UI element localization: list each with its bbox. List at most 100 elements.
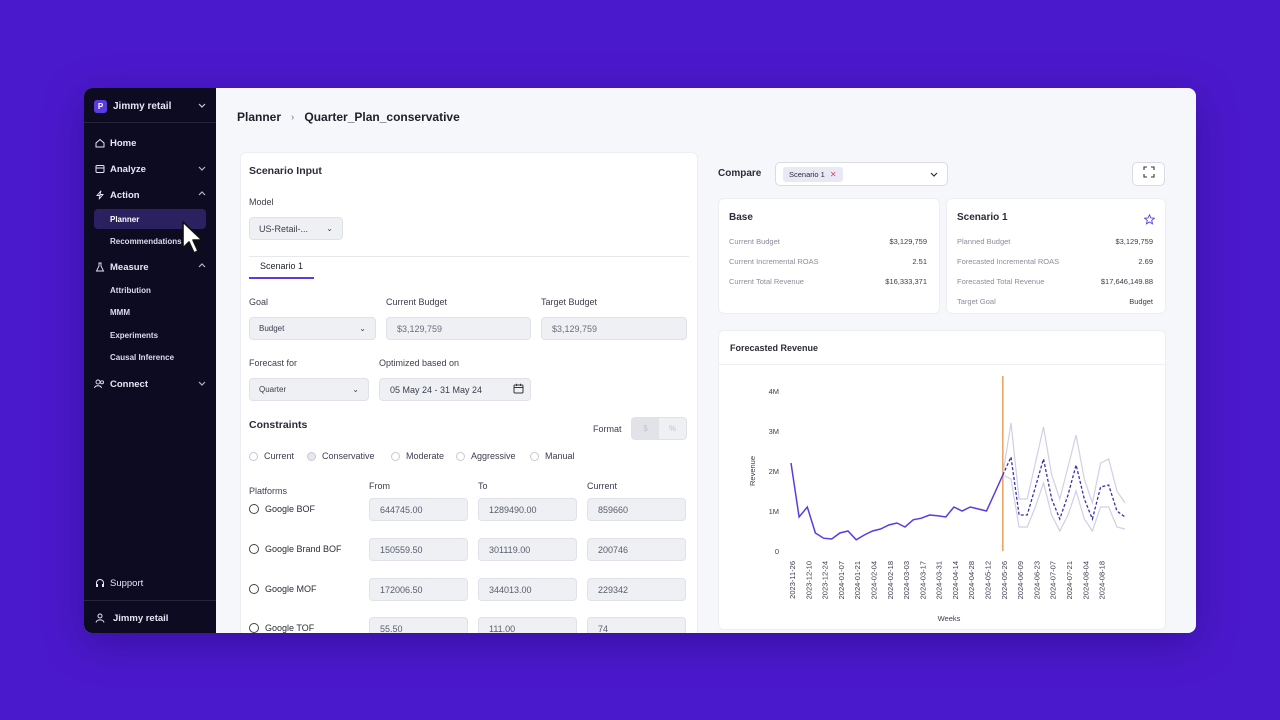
sidebar-subitem-causal-inference[interactable]: Causal Inference <box>110 352 175 362</box>
model-select[interactable]: US-Retail-... ⌄ <box>249 217 343 240</box>
from-field[interactable]: 55.50 <box>369 617 468 633</box>
sidebar-subitem-planner[interactable]: Planner <box>94 209 206 229</box>
tab-scenario-1[interactable]: Scenario 1 <box>249 255 314 279</box>
from-field[interactable]: 172006.50 <box>369 578 468 601</box>
platform-row-google-bof[interactable]: Google BOF <box>249 504 315 514</box>
target-budget-field[interactable]: $3,129,759 <box>541 317 687 340</box>
sidebar-item-analyze[interactable]: Analyze <box>94 160 206 178</box>
to-field[interactable]: 111.00 <box>478 617 577 633</box>
current-field[interactable]: 200746 <box>587 538 686 561</box>
platform-row-google-tof[interactable]: Google TOF <box>249 623 314 633</box>
date-range-picker[interactable]: 05 May 24 - 31 May 24 <box>379 378 531 401</box>
sidebar-item-label: Measure <box>110 261 149 273</box>
chevron-down-icon: ⌄ <box>359 324 366 333</box>
to-field[interactable]: 1289490.00 <box>478 498 577 521</box>
current-field[interactable]: 74 <box>587 617 686 633</box>
sidebar-item-label: Connect <box>110 378 148 390</box>
format-label: Format <box>593 424 622 434</box>
base-title: Base <box>729 212 753 223</box>
stat-label: Current Incremental ROAS <box>729 257 819 266</box>
x-tick-label: 2024-02-18 <box>886 561 895 599</box>
x-tick-label: 2024-04-28 <box>967 561 976 599</box>
goal-select[interactable]: Budget ⌄ <box>249 317 376 340</box>
star-icon[interactable] <box>1143 212 1156 230</box>
format-toggle[interactable]: $ % <box>631 417 687 440</box>
from-field[interactable]: 150559.50 <box>369 538 468 561</box>
radio-icon <box>249 451 258 461</box>
constraint-option-manual[interactable]: Manual <box>530 451 575 461</box>
platform-row-google-mof[interactable]: Google MOF <box>249 584 317 594</box>
forecast-select[interactable]: Quarter ⌄ <box>249 378 369 401</box>
x-tick-label: 2024-01-21 <box>853 561 862 599</box>
expand-button[interactable] <box>1132 162 1165 186</box>
sidebar-divider <box>84 122 216 123</box>
goal-label: Goal <box>249 297 269 307</box>
users-icon <box>94 379 105 390</box>
optimized-label: Optimized based on <box>379 358 460 368</box>
page-title: Quarter_Plan_conservative <box>304 110 460 124</box>
forecast-upper-bound-line <box>1002 422 1126 506</box>
user-menu[interactable]: Jimmy retail <box>94 609 206 627</box>
x-tick-label: 2023-11-26 <box>788 561 797 599</box>
y-tick-label: 3M <box>769 427 779 436</box>
remove-chip-icon[interactable]: ✕ <box>829 169 837 179</box>
platform-name: Google MOF <box>265 584 317 594</box>
platform-row-google-brand-bof[interactable]: Google Brand BOF <box>249 544 342 554</box>
sidebar-subitem-experiments[interactable]: Experiments <box>110 330 159 340</box>
column-header-current: Current <box>587 481 618 491</box>
sidebar-item-action[interactable]: Action <box>94 186 206 204</box>
radio-icon <box>391 451 400 461</box>
constraint-option-label: Aggressive <box>471 451 516 461</box>
workspace-name: Jimmy retail <box>113 100 172 112</box>
constraint-option-conservative[interactable]: Conservative <box>307 451 375 461</box>
sidebar-subitem-mmm[interactable]: MMM <box>110 307 130 317</box>
forecast-select-value: Quarter <box>259 385 287 394</box>
sidebar-item-measure[interactable]: Measure <box>94 258 206 276</box>
format-option-dollar[interactable]: $ <box>632 418 659 439</box>
column-header-to: To <box>478 481 488 491</box>
radio-icon <box>530 451 539 461</box>
platform-name: Google TOF <box>265 623 315 633</box>
x-tick-label: 2024-02-04 <box>869 561 878 599</box>
current-field[interactable]: 229342 <box>587 578 686 601</box>
sidebar-item-home[interactable]: Home <box>94 134 206 152</box>
compare-select[interactable]: Scenario 1 ✕ <box>775 162 948 186</box>
sidebar-item-connect[interactable]: Connect <box>94 375 206 393</box>
radio-icon <box>456 451 465 461</box>
scenario-chip[interactable]: Scenario 1 ✕ <box>783 166 843 182</box>
date-range-value: 05 May 24 - 31 May 24 <box>390 384 483 395</box>
x-tick-label: 2024-03-03 <box>902 561 911 599</box>
scenario-input-card: Scenario Input Model US-Retail-... ⌄ Sce… <box>240 152 698 633</box>
scenario-title: Scenario 1 <box>957 212 1008 223</box>
from-field[interactable]: 644745.00 <box>369 498 468 521</box>
constraint-option-aggressive[interactable]: Aggressive <box>456 451 516 461</box>
forecast-label: Forecast for <box>249 358 298 368</box>
stat-label: Forecasted Total Revenue <box>957 277 1045 286</box>
workspace-switcher[interactable]: P Jimmy retail <box>94 96 206 116</box>
sidebar-subitem-attribution[interactable]: Attribution <box>110 285 151 295</box>
sidebar-divider <box>84 600 216 601</box>
x-tick-label: 2024-08-18 <box>1098 561 1107 599</box>
scenario-chip-label: Scenario 1 <box>789 169 825 179</box>
actual-revenue-line <box>790 462 1004 541</box>
sidebar-item-support[interactable]: Support <box>94 574 206 592</box>
constraint-option-moderate[interactable]: Moderate <box>391 451 444 461</box>
radio-selected-icon <box>307 451 316 461</box>
calendar-icon <box>513 383 524 396</box>
chevron-down-icon <box>198 164 206 174</box>
x-axis-label: Weeks <box>938 614 961 623</box>
to-field[interactable]: 344013.00 <box>478 578 577 601</box>
breadcrumb-root[interactable]: Planner <box>237 110 282 124</box>
sidebar-subitem-recommendations[interactable]: Recommendations <box>110 236 182 246</box>
x-tick-label: 2024-01-07 <box>837 561 846 599</box>
current-field[interactable]: 859660 <box>587 498 686 521</box>
current-budget-field[interactable]: $3,129,759 <box>386 317 531 340</box>
y-axis-label: Revenue <box>748 456 757 486</box>
card-title: Scenario Input <box>249 165 322 177</box>
to-field[interactable]: 301119.00 <box>478 538 577 561</box>
sidebar-item-label: Home <box>110 137 137 149</box>
format-option-percent[interactable]: % <box>668 424 677 433</box>
radio-icon <box>249 584 259 594</box>
constraint-option-current[interactable]: Current <box>249 451 294 461</box>
platform-name: Google Brand BOF <box>265 544 342 554</box>
